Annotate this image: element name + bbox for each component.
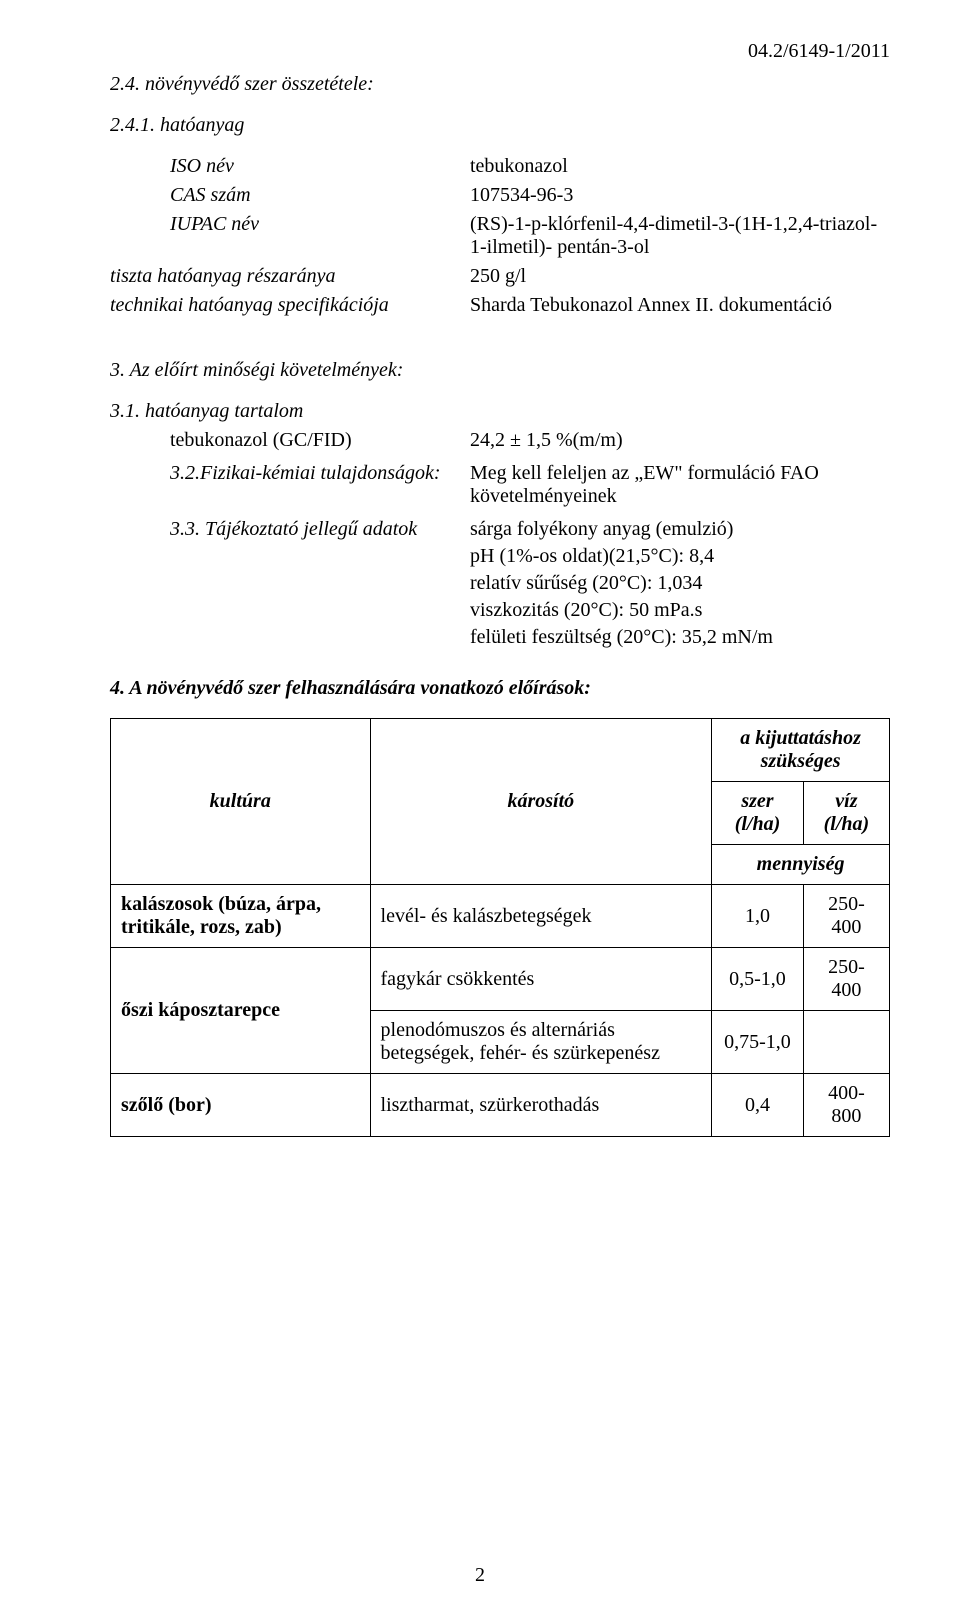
td-viz: 250-400: [803, 885, 889, 948]
td-pest: lisztharmat, szürkerothadás: [370, 1074, 712, 1137]
kv-val: 107534-96-3: [470, 184, 890, 207]
kv-val: tebukonazol: [470, 155, 890, 178]
section-2-4-kv-block: ISO névtebukonazolCAS szám107534-96-3IUP…: [170, 155, 890, 317]
kv-row: ISO névtebukonazol: [170, 155, 890, 178]
th-viz: víz (l/ha): [803, 782, 889, 845]
kv-val-line: viszkozitás (20°C): 50 mPa.s: [470, 599, 890, 622]
th-group: a kijuttatáshoz szükséges: [712, 719, 890, 782]
table-row: őszi káposztarepcefagykár csökkentés0,5-…: [111, 948, 890, 1011]
table-row: szőlő (bor)lisztharmat, szürkerothadás0,…: [111, 1074, 890, 1137]
kv-row: technikai hatóanyag specifikációjaSharda…: [110, 294, 890, 317]
td-crop: szőlő (bor): [111, 1074, 371, 1137]
kv-val: Meg kell feleljen az „EW" formuláció FAO…: [470, 462, 890, 512]
kv-key: IUPAC név: [170, 213, 470, 236]
td-crop: őszi káposztarepce: [111, 948, 371, 1074]
page: 04.2/6149-1/2011 2.4. növényvédő szer ös…: [0, 0, 960, 1617]
kv-val: (RS)-1-p-klórfenil-4,4-dimetil-3-(1H-1,2…: [470, 213, 890, 259]
kv-val: 24,2 ± 1,5 %(m/m): [470, 429, 890, 456]
kv-key: ISO név: [170, 155, 470, 178]
td-szer: 0,75-1,0: [712, 1011, 804, 1074]
td-crop: kalászosok (búza, árpa, tritikále, rozs,…: [111, 885, 371, 948]
kv-val: sárga folyékony anyag (emulzió) pH (1%-os…: [470, 518, 890, 653]
kv-row: 3.3. Tájékoztató jellegű adatoksárga fol…: [170, 518, 890, 653]
th-mennyiseg: mennyiség: [712, 845, 890, 885]
kv-val: Sharda Tebukonazol Annex II. dokumentáci…: [470, 294, 890, 317]
kv-key: technikai hatóanyag specifikációja: [110, 294, 470, 317]
section-2-4-heading: 2.4. növényvédő szer összetétele:: [110, 73, 890, 96]
kv-val-line: Meg kell feleljen az „EW" formuláció FAO…: [470, 462, 890, 508]
kv-row: CAS szám107534-96-3: [170, 184, 890, 207]
kv-val-line: pH (1%-os oldat)(21,5°C): 8,4: [470, 545, 890, 568]
td-viz: 250-400: [803, 948, 889, 1011]
section-3-1-heading: 3.1. hatóanyag tartalom: [110, 400, 890, 423]
kv-row: IUPAC név(RS)-1-p-klórfenil-4,4-dimetil-…: [170, 213, 890, 259]
td-szer: 0,4: [712, 1074, 804, 1137]
kv-key: tebukonazol (GC/FID): [170, 429, 470, 452]
page-number: 2: [0, 1564, 960, 1587]
th-szer: szer (l/ha): [712, 782, 804, 845]
section-3-kv-block: tebukonazol (GC/FID)24,2 ± 1,5 %(m/m)3.2…: [170, 429, 890, 653]
td-pest: levél- és kalászbetegségek: [370, 885, 712, 948]
th-karosito: károsító: [370, 719, 712, 885]
kv-row: tiszta hatóanyag részaránya250 g/l: [110, 265, 890, 288]
kv-row: 3.2.Fizikai-kémiai tulajdonságok:Meg kel…: [170, 462, 890, 512]
kv-val-line: sárga folyékony anyag (emulzió): [470, 518, 890, 541]
kv-key: CAS szám: [170, 184, 470, 207]
td-viz: [803, 1011, 889, 1074]
kv-key: 3.2.Fizikai-kémiai tulajdonságok:: [170, 462, 470, 485]
document-id: 04.2/6149-1/2011: [110, 40, 890, 63]
section-3-heading: 3. Az előírt minőségi követelmények:: [110, 359, 890, 382]
kv-val-line: relatív sűrűség (20°C): 1,034: [470, 572, 890, 595]
kv-val-line: 24,2 ± 1,5 %(m/m): [470, 429, 890, 452]
td-szer: 1,0: [712, 885, 804, 948]
kv-key: 3.3. Tájékoztató jellegű adatok: [170, 518, 470, 541]
usage-table: kultúrakárosítóa kijuttatáshoz szükséges…: [110, 718, 890, 1137]
th-kultura: kultúra: [111, 719, 371, 885]
td-szer: 0,5-1,0: [712, 948, 804, 1011]
kv-row: tebukonazol (GC/FID)24,2 ± 1,5 %(m/m): [170, 429, 890, 456]
section-2-4-1-heading: 2.4.1. hatóanyag: [110, 114, 890, 137]
kv-key: tiszta hatóanyag részaránya: [110, 265, 470, 288]
section-4-heading: 4. A növényvédő szer felhasználására von…: [110, 677, 890, 700]
kv-val-line: felületi feszültség (20°C): 35,2 mN/m: [470, 626, 890, 649]
table-row: kalászosok (búza, árpa, tritikále, rozs,…: [111, 885, 890, 948]
td-pest: fagykár csökkentés: [370, 948, 712, 1011]
td-viz: 400-800: [803, 1074, 889, 1137]
td-pest: plenodómuszos és alternáriás betegségek,…: [370, 1011, 712, 1074]
kv-val: 250 g/l: [470, 265, 890, 288]
